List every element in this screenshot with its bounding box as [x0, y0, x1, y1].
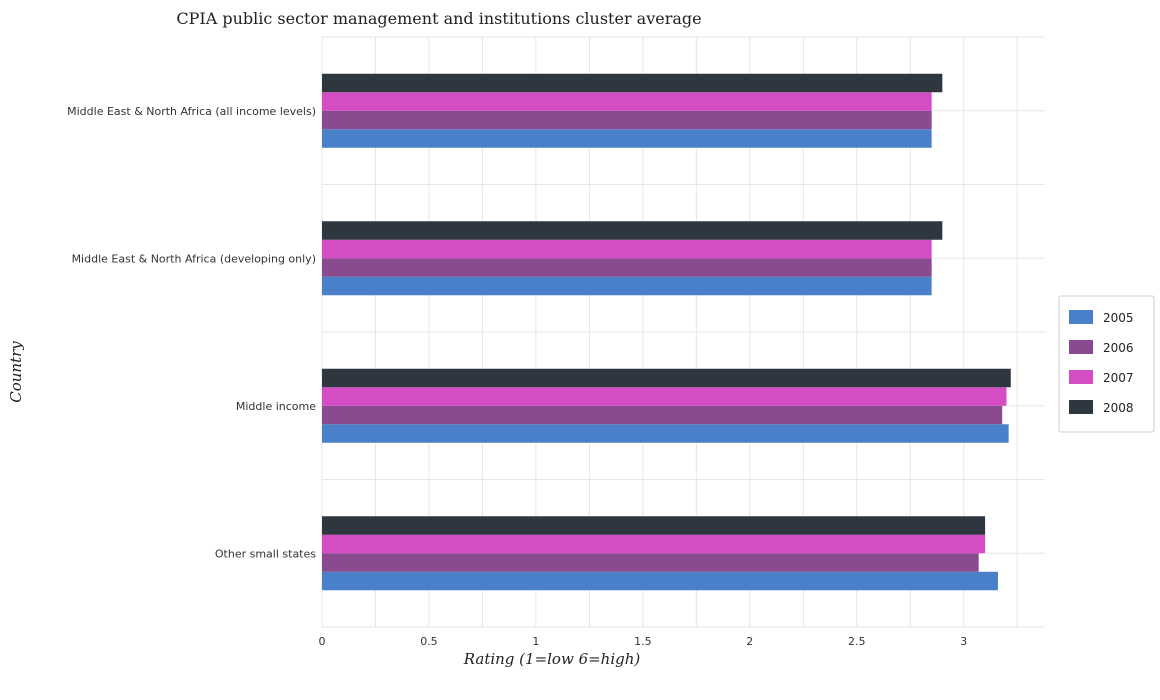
y-tick-label: Middle East & North Africa (developing o… [72, 252, 316, 265]
legend-swatch-2005 [1069, 310, 1093, 324]
legend: 2005 2006 2007 2008 [1058, 295, 1155, 433]
bar-2008 [322, 221, 943, 240]
y-tick-label: Middle East & North Africa (all income l… [67, 105, 316, 118]
bar-2008 [322, 516, 986, 535]
bar-2005 [322, 424, 1009, 443]
y-ticks: Middle East & North Africa (all income l… [67, 105, 316, 561]
x-tick-label: 1 [532, 635, 539, 648]
legend-label-2007: 2007 [1103, 371, 1134, 385]
x-axis-label: Rating (1=low 6=high) [463, 650, 641, 668]
bar-2006 [322, 405, 1003, 425]
bar-2007 [322, 387, 1007, 406]
x-ticks: 0 0.5 1 1.5 2 2.5 3 [319, 635, 968, 648]
y-tick-label: Middle income [236, 400, 316, 413]
legend-swatch-2008 [1069, 400, 1093, 414]
x-tick-label: 0 [319, 635, 326, 648]
legend-label-2006: 2006 [1103, 341, 1134, 355]
legend-label-2008: 2008 [1103, 401, 1134, 415]
bar-2006 [322, 110, 932, 130]
bar-2005 [322, 276, 932, 296]
y-tick-label: Other small states [215, 547, 316, 560]
bar-2005 [322, 129, 932, 148]
x-tick-label: 2.5 [848, 635, 866, 648]
bar-2007 [322, 92, 932, 111]
bar-2008 [322, 368, 1011, 388]
legend-label-2005: 2005 [1103, 311, 1134, 325]
x-tick-label: 3 [960, 635, 967, 648]
bar-2006 [322, 258, 932, 277]
bars [322, 73, 1011, 591]
x-tick-label: 2 [746, 635, 753, 648]
chart-title: CPIA public sector management and instit… [176, 9, 701, 28]
legend-swatch-2007 [1069, 370, 1093, 384]
bar-2007 [322, 534, 986, 554]
x-tick-label: 0.5 [420, 635, 438, 648]
y-axis-label: Country [7, 341, 25, 403]
legend-box [1058, 295, 1155, 433]
legend-swatch-2006 [1069, 340, 1093, 354]
bar-2005 [322, 571, 998, 591]
bar-2006 [322, 553, 979, 572]
bar-2007 [322, 239, 932, 259]
bar-2008 [322, 73, 943, 93]
x-tick-label: 1.5 [634, 635, 652, 648]
